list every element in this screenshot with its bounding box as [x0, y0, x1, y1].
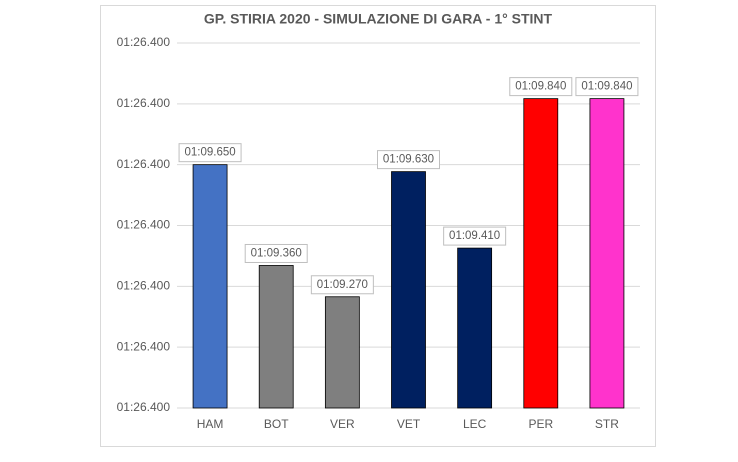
value-label-box — [443, 226, 507, 246]
y-tick-label: 01:26.400 — [117, 339, 171, 353]
y-tick-label: 01:26.400 — [117, 218, 171, 232]
value-label: 01:09.650 — [184, 147, 235, 159]
value-label-box — [509, 77, 573, 97]
x-tick-label: VET — [397, 417, 421, 431]
value-label-box — [244, 243, 308, 263]
value-label: 01:09.270 — [317, 279, 368, 291]
chart-title: GP. STIRIA 2020 - SIMULAZIONE DI GARA - … — [204, 11, 553, 27]
bar — [391, 171, 426, 409]
value-label-box — [377, 150, 440, 170]
x-tick-label: STR — [595, 417, 619, 431]
value-label-box — [178, 143, 242, 163]
value-label-box — [575, 77, 639, 97]
x-tick-label: VER — [330, 417, 355, 431]
x-tick-label: PER — [528, 417, 553, 431]
value-label: 01:09.840 — [581, 81, 632, 93]
bar — [192, 164, 228, 409]
value-label: 01:09.840 — [515, 81, 566, 93]
x-tick-label: BOT — [264, 417, 289, 431]
y-tick-label: 01:26.400 — [117, 157, 171, 171]
bar — [324, 296, 360, 409]
value-label: 01:09.410 — [449, 230, 500, 242]
value-label-box — [310, 275, 374, 295]
y-tick-label: 01:26.400 — [117, 35, 171, 49]
y-tick-label: 01:26.400 — [117, 279, 171, 293]
y-tick-label: 01:26.400 — [117, 96, 171, 110]
bar — [589, 98, 625, 409]
bar — [523, 98, 559, 409]
bar — [258, 265, 294, 409]
bar — [457, 247, 493, 409]
x-tick-label: LEC — [463, 417, 487, 431]
value-label: 01:09.360 — [251, 248, 302, 260]
y-tick-label: 01:26.400 — [117, 400, 171, 414]
value-label: 01:09.630 — [383, 154, 434, 166]
x-tick-label: HAM — [197, 417, 224, 431]
